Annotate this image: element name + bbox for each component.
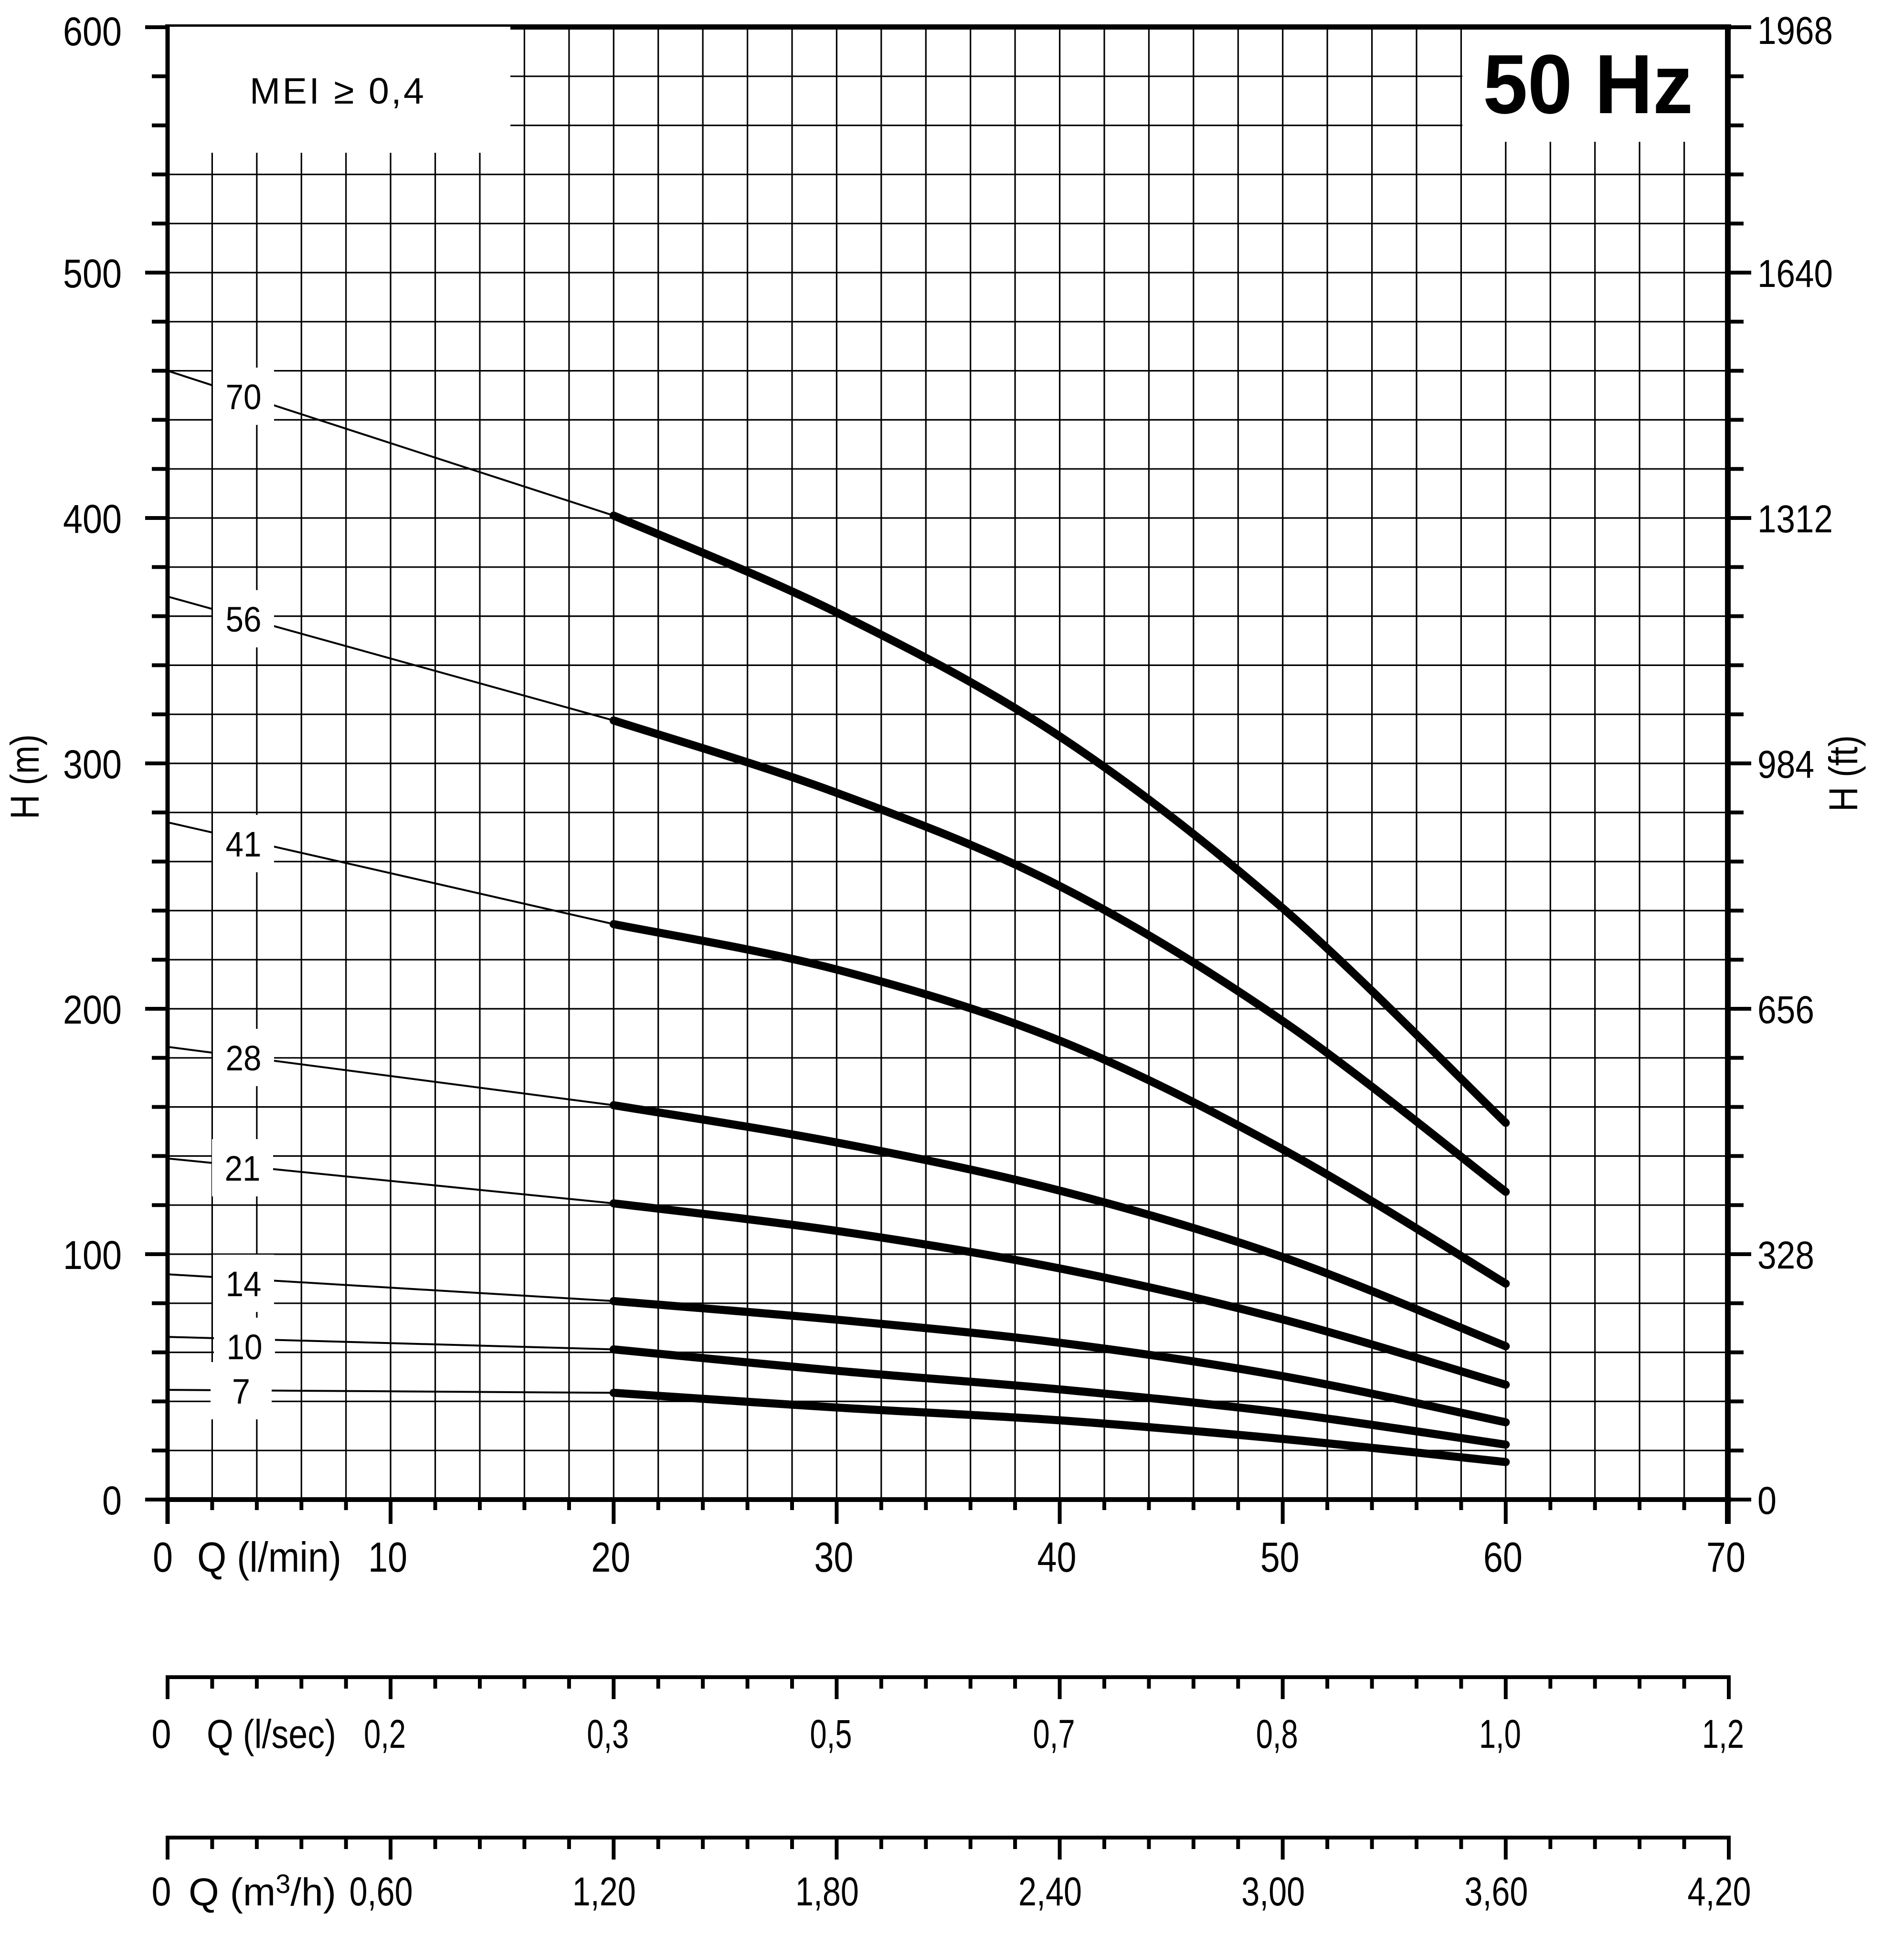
svg-text:1968: 1968 — [1757, 9, 1833, 53]
svg-text:20: 20 — [591, 1533, 630, 1581]
svg-text:70: 70 — [226, 377, 262, 417]
svg-text:0: 0 — [102, 1478, 122, 1523]
svg-text:0,2: 0,2 — [364, 1712, 406, 1756]
svg-text:0: 0 — [152, 1712, 171, 1756]
svg-text:10: 10 — [227, 1327, 263, 1367]
svg-text:4,20: 4,20 — [1687, 1869, 1751, 1914]
svg-text:H (ft): H (ft) — [1821, 735, 1866, 812]
svg-text:600: 600 — [63, 9, 122, 54]
svg-text:2,40: 2,40 — [1018, 1869, 1082, 1914]
svg-text:656: 656 — [1757, 988, 1814, 1032]
svg-text:1312: 1312 — [1757, 497, 1833, 541]
svg-text:100: 100 — [63, 1233, 122, 1278]
svg-text:1,0: 1,0 — [1479, 1712, 1521, 1756]
svg-text:Q (m3/h): Q (m3/h) — [189, 1869, 336, 1914]
svg-text:0: 0 — [152, 1869, 171, 1914]
svg-text:0,60: 0,60 — [349, 1869, 413, 1914]
svg-text:0: 0 — [1757, 1479, 1777, 1522]
svg-text:1,20: 1,20 — [572, 1869, 636, 1914]
svg-text:56: 56 — [226, 600, 262, 639]
svg-text:1,80: 1,80 — [795, 1869, 859, 1914]
svg-text:3,60: 3,60 — [1464, 1869, 1528, 1914]
svg-text:0,3: 0,3 — [587, 1712, 629, 1756]
svg-text:Q (l/sec): Q (l/sec) — [207, 1712, 336, 1756]
svg-text:41: 41 — [226, 825, 262, 864]
svg-text:300: 300 — [63, 742, 122, 787]
svg-text:400: 400 — [63, 497, 122, 541]
svg-text:0,5: 0,5 — [810, 1712, 852, 1756]
svg-text:984: 984 — [1757, 743, 1814, 786]
svg-text:500: 500 — [63, 251, 122, 296]
svg-text:0,7: 0,7 — [1033, 1712, 1075, 1756]
svg-text:Q (l/min): Q (l/min) — [197, 1533, 341, 1581]
svg-text:1640: 1640 — [1757, 252, 1833, 296]
svg-text:328: 328 — [1757, 1234, 1814, 1277]
svg-text:200: 200 — [63, 987, 122, 1032]
svg-text:3,00: 3,00 — [1241, 1869, 1305, 1914]
svg-text:MEI ≥ 0,4: MEI ≥ 0,4 — [250, 71, 424, 112]
svg-text:21: 21 — [225, 1149, 261, 1188]
svg-text:14: 14 — [226, 1264, 262, 1304]
svg-text:40: 40 — [1037, 1533, 1077, 1581]
svg-text:7: 7 — [232, 1372, 250, 1411]
svg-text:50 Hz: 50 Hz — [1483, 38, 1693, 131]
svg-text:28: 28 — [226, 1038, 262, 1078]
svg-text:50: 50 — [1260, 1533, 1300, 1581]
svg-text:1,2: 1,2 — [1702, 1712, 1744, 1756]
svg-text:H (m): H (m) — [2, 734, 47, 819]
svg-text:10: 10 — [368, 1533, 407, 1581]
svg-text:0,8: 0,8 — [1256, 1712, 1298, 1756]
svg-text:30: 30 — [814, 1533, 853, 1581]
svg-text:60: 60 — [1483, 1533, 1523, 1581]
svg-text:70: 70 — [1706, 1533, 1745, 1581]
svg-text:0: 0 — [153, 1533, 173, 1581]
